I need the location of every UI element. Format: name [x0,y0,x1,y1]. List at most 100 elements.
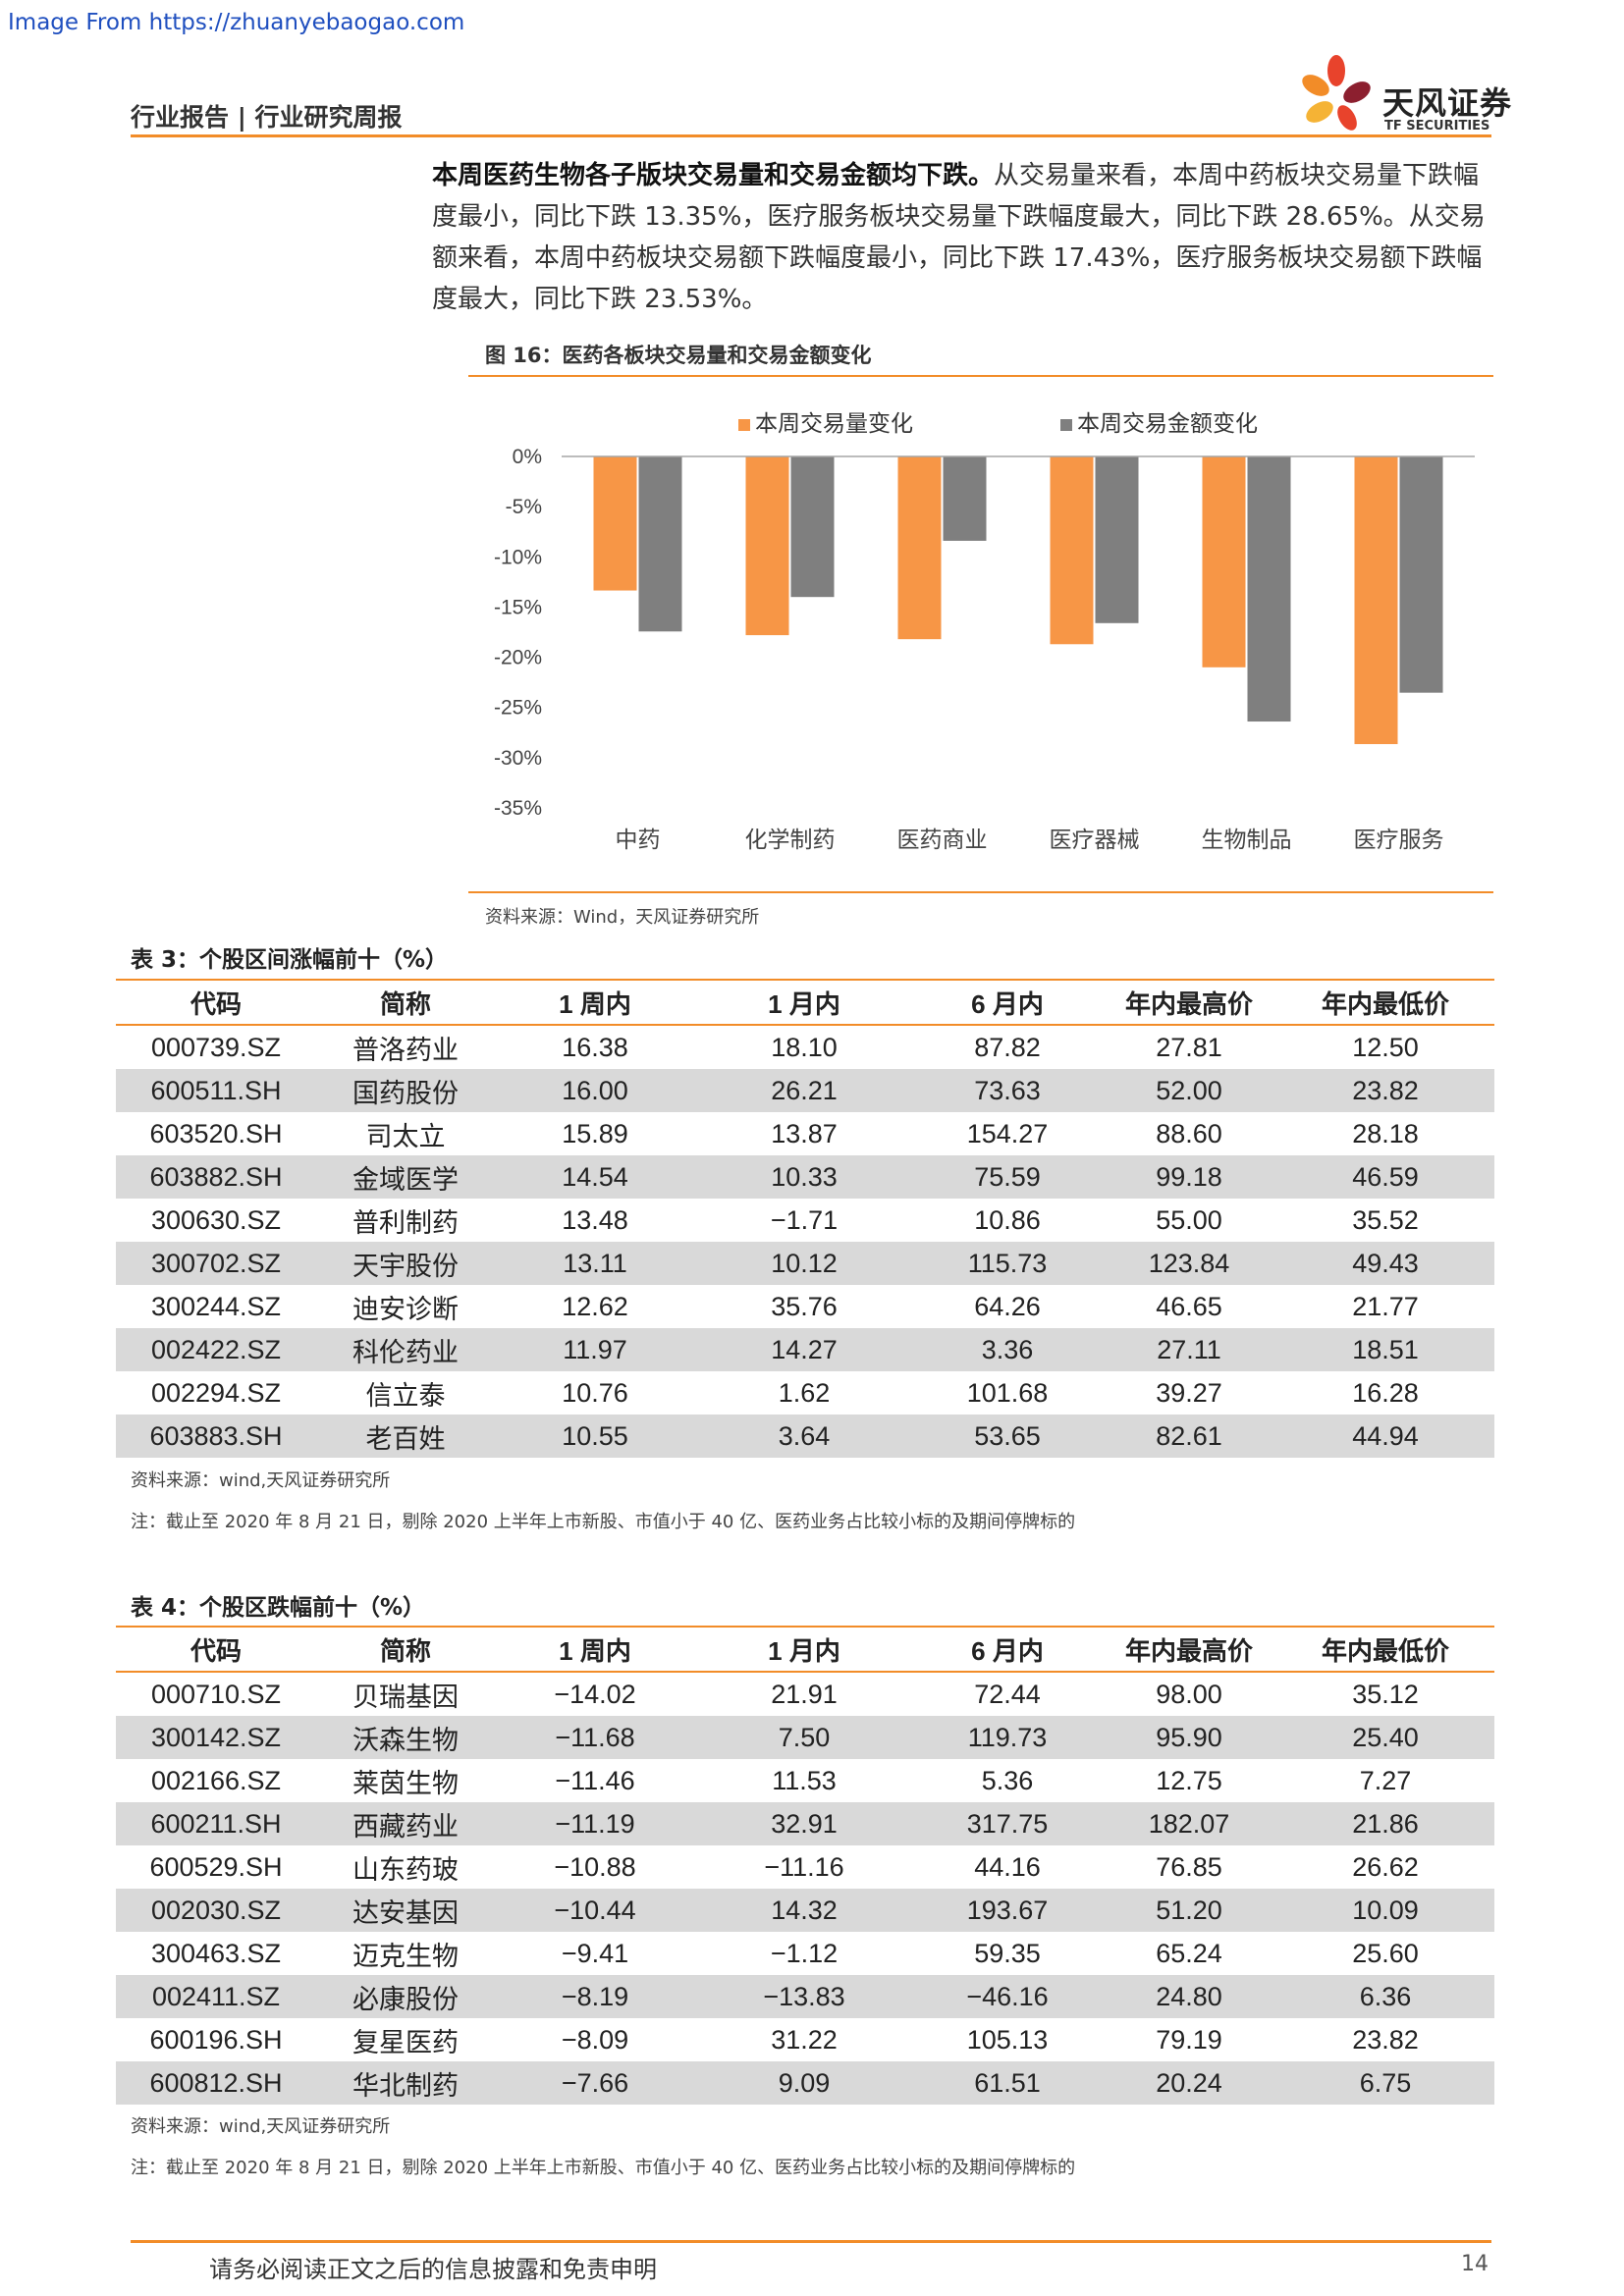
table-cell: 莱茵生物 [352,1768,459,1798]
bar-volume [1202,456,1246,667]
table-row: 600211.SH 西藏药业 −11.19 32.91 317.75 182.07 21.8… [116,1802,1494,1845]
page-number: 14 [1461,2252,1489,2276]
table-cell: 55.00 [1156,1204,1222,1235]
table-cell: 12.75 [1156,1765,1222,1795]
table-row: 603520.SH 司太立 15.89 13.87 154.27 88.60 28.18 [116,1112,1494,1155]
table-cell: 27.11 [1102,1328,1276,1371]
bar-volume [745,456,789,636]
table-cell: 99.18 [1102,1155,1276,1199]
table-cell: 82.61 [1102,1415,1276,1458]
company-logo: 天风证券 TF SECURITIES [1292,51,1511,139]
table-cell: −8.09 [561,2024,629,2055]
table4-header-cell: 年内最高价 [1102,1626,1276,1673]
table-cell: 53.65 [913,1415,1102,1458]
table-cell: 300244.SZ [150,1291,282,1321]
table-cell: 11.97 [495,1328,695,1371]
table-cell: −10.88 [554,1851,636,1882]
table-row: 300142.SZ 沃森生物 −11.68 7.50 119.73 95.90 25.40 [116,1716,1494,1759]
table-cell: 24.80 [1102,1975,1276,2018]
table-cell: 98.00 [1156,1679,1222,1709]
table-cell: 26.21 [695,1069,913,1112]
table4-header-cell: 简称 [316,1626,495,1673]
table3-header-cell: 1 周内 [495,979,695,1026]
table-cell: 75.59 [913,1155,1102,1199]
table-cell: 002030.SZ [116,1889,316,1932]
table-cell: −10.44 [495,1889,695,1932]
table-cell: 7.27 [1359,1765,1412,1795]
table-cell: 300630.SZ [150,1204,282,1235]
table-cell: 88.60 [1156,1118,1222,1148]
table-cell: 105.13 [966,2024,1049,2055]
table-cell: 002166.SZ [150,1765,282,1795]
table-cell: 13.48 [562,1204,628,1235]
table-cell: 600511.SH [116,1069,316,1112]
table3-note: 注：截止至 2020 年 8 月 21 日，剔除 2020 上半年上市新股、市值… [131,1512,1076,1532]
summary-bold-lead: 本周医药生物各子版块交易量和交易金额均下跌。 [432,161,995,190]
table-cell: 3.36 [913,1328,1102,1371]
table3-title: 表 3：个股区间涨幅前十（%） [131,947,449,973]
table-cell: 6.36 [1276,1975,1494,2018]
table-cell: 10.86 [974,1204,1041,1235]
x-category-label: 中药 [616,827,661,852]
table-row: 603883.SH 老百姓 10.55 3.64 53.65 82.61 44.94 [116,1415,1494,1458]
table-cell: 182.07 [1102,1802,1276,1845]
table-row: 600812.SH 华北制药 −7.66 9.09 61.51 20.24 6.75 [116,2061,1494,2105]
table-cell: 49.43 [1276,1242,1494,1285]
bar-chart: 0% -5% -10% -15% -20% -25% -30% -35% 中药 化学制药 医药商业 医… [494,410,1475,852]
table-row: 300463.SZ 迈克生物 −9.41 −1.12 59.35 65.24 25.60 [116,1932,1494,1975]
table-cell: 300702.SZ [116,1242,316,1285]
logo-text-en: TF SECURITIES [1384,119,1490,133]
table-cell: −11.68 [495,1716,695,1759]
bar-amount [943,456,987,541]
table4-note: 注：截止至 2020 年 8 月 21 日，剔除 2020 上半年上市新股、市值… [131,2158,1076,2178]
table-cell: 迪安诊断 [352,1294,459,1324]
table4-title: 表 4：个股区跌幅前十（%） [131,1595,426,1621]
x-category-label: 医疗器械 [1050,827,1140,852]
source-banner-link[interactable]: Image From https://zhuanyebaogao.com [8,10,465,35]
table-cell: 老百姓 [316,1415,495,1458]
table-cell: 普利制药 [352,1207,459,1238]
figure-top-rule [468,375,1493,377]
table-cell: 65.24 [1156,1938,1222,1968]
legend-swatch [738,419,750,431]
table-cell: 西藏药业 [316,1802,495,1845]
table3-header-cell: 简称 [316,979,495,1026]
table-cell: 51.20 [1102,1889,1276,1932]
table-cell: 64.26 [974,1291,1041,1321]
y-tick-label: -35% [494,797,542,820]
table-cell: 13.87 [771,1118,838,1148]
table-cell: 52.00 [1102,1069,1276,1112]
table-cell: 600196.SH [149,2024,283,2055]
y-tick-label: -15% [494,596,542,618]
table-cell: 101.68 [966,1377,1049,1408]
table-cell: 002422.SZ [116,1328,316,1371]
bar-volume [1354,456,1398,745]
table-cell: 7.50 [695,1716,913,1759]
table-cell: 贝瑞基因 [352,1682,459,1712]
table-cell: 16.00 [495,1069,695,1112]
table-cell: 复星医药 [352,2027,459,2057]
y-tick-label: -30% [494,747,542,770]
table-row: 603882.SH 金域医学 14.54 10.33 75.59 99.18 46.59 [116,1155,1494,1199]
table-cell: 山东药玻 [352,1854,459,1885]
table-cell: 信立泰 [365,1380,446,1411]
table-cell: 16.28 [1352,1377,1419,1408]
bar-amount [1095,456,1139,623]
table-cell: 21.86 [1276,1802,1494,1845]
table-cell: 14.32 [695,1889,913,1932]
table-cell: 193.67 [913,1889,1102,1932]
table-cell: 25.40 [1276,1716,1494,1759]
header-divider [131,134,1491,137]
table-row: 000710.SZ 贝瑞基因 −14.02 21.91 72.44 98.00 35.12 [116,1672,1494,1716]
table4-header-cell: 年内最低价 [1276,1626,1494,1673]
x-category-label: 生物制品 [1202,827,1292,852]
table-cell: 18.51 [1276,1328,1494,1371]
table-cell: 12.50 [1352,1032,1419,1062]
table-cell: 14.54 [495,1155,695,1199]
table4-header-cell: 1 周内 [495,1626,695,1673]
legend-swatch [1060,419,1072,431]
legend-label: 本周交易量变化 [755,410,913,436]
table-cell: 000710.SZ [150,1679,282,1709]
table-cell: 95.90 [1102,1716,1276,1759]
table3-header-cell: 1 月内 [695,979,913,1026]
